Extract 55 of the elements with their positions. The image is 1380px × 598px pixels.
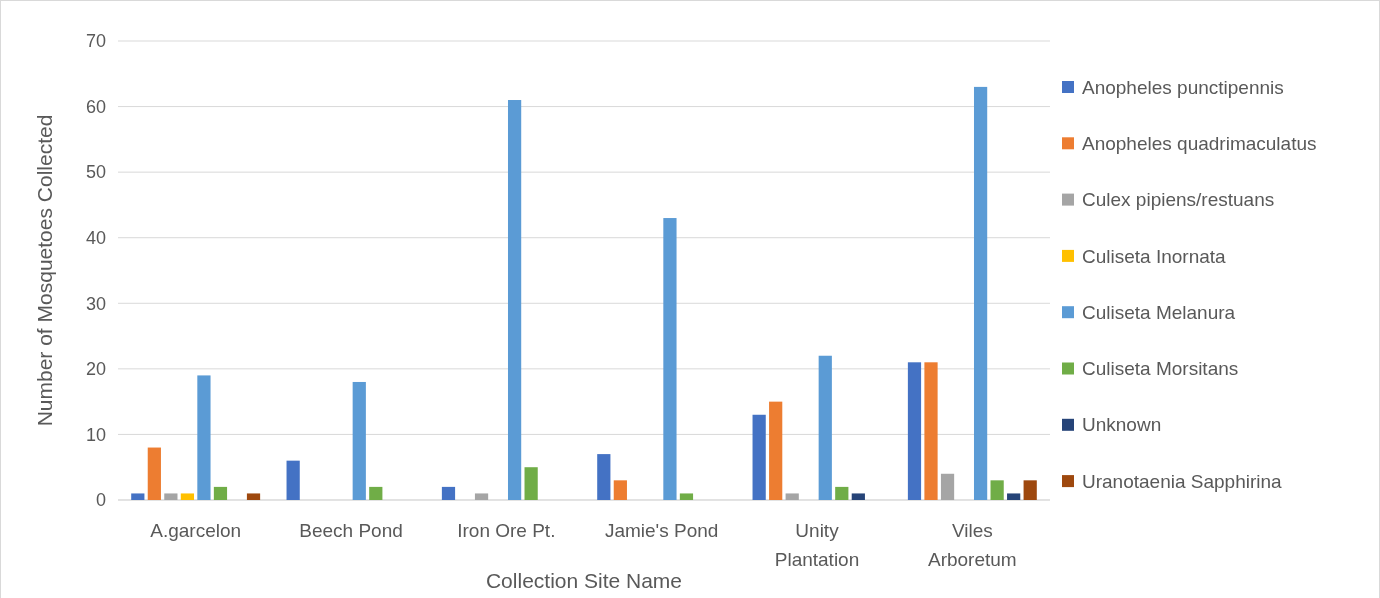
legend-label: Culex pipiens/restuans (1082, 189, 1275, 211)
x-tick-label: Beech Pond (299, 520, 403, 541)
bar (147, 447, 161, 500)
bar (1007, 493, 1021, 500)
bar (785, 493, 799, 500)
bar (1023, 480, 1037, 500)
bar (180, 493, 195, 500)
bar (752, 414, 766, 500)
bar (474, 493, 489, 500)
bar (352, 381, 366, 500)
bar (679, 493, 694, 500)
y-tick-label: 30 (85, 293, 106, 314)
bar (924, 362, 938, 500)
legend-label: Uranotaenia Sapphirina (1082, 470, 1283, 492)
bar (286, 460, 300, 500)
x-axis-title: Collection Site Name (485, 569, 683, 592)
bar (369, 486, 383, 500)
bar (441, 486, 456, 500)
x-tick-label: Iron Ore Pt. (457, 520, 556, 541)
legend-label: Anopheles punctipennis (1082, 76, 1284, 98)
bar (818, 355, 832, 500)
bar (990, 480, 1004, 500)
bar (213, 486, 228, 500)
bar (197, 375, 211, 500)
y-tick-label: 10 (85, 424, 106, 445)
bar (524, 467, 538, 500)
legend-label: Culiseta Melanura (1082, 301, 1236, 323)
legend-label: Anopheles quadrimaculatus (1082, 132, 1317, 154)
bar (851, 493, 865, 500)
y-tick-label: 40 (85, 228, 106, 249)
bar (246, 493, 261, 500)
y-tick-label: 0 (95, 490, 106, 511)
bar (507, 100, 522, 500)
bar (835, 486, 849, 500)
legend-label: Culiseta Inornata (1082, 245, 1227, 267)
bar (973, 86, 988, 500)
x-tick-label: Unity Plantation (774, 520, 860, 570)
x-tick-label: A.garcelon (150, 520, 242, 541)
y-tick-label: 70 (85, 31, 106, 52)
bar (131, 493, 145, 500)
y-axis-title: Number of Mosquetoes Collected (33, 114, 56, 427)
y-tick-label: 60 (85, 96, 106, 117)
bar (164, 493, 178, 500)
bar (613, 480, 627, 500)
legend-label: Culiseta Morsitans (1082, 358, 1239, 380)
y-tick-label: 50 (85, 162, 106, 183)
x-tick-label: Jamie's Pond (604, 520, 719, 541)
bar (769, 401, 783, 500)
bar (940, 473, 955, 500)
bar (597, 454, 611, 500)
x-tick-label: Viles Arboretum (927, 520, 1017, 570)
y-tick-label: 20 (85, 359, 106, 380)
bar (907, 362, 922, 500)
bar (663, 218, 677, 500)
legend-label: Unknown (1082, 414, 1162, 436)
